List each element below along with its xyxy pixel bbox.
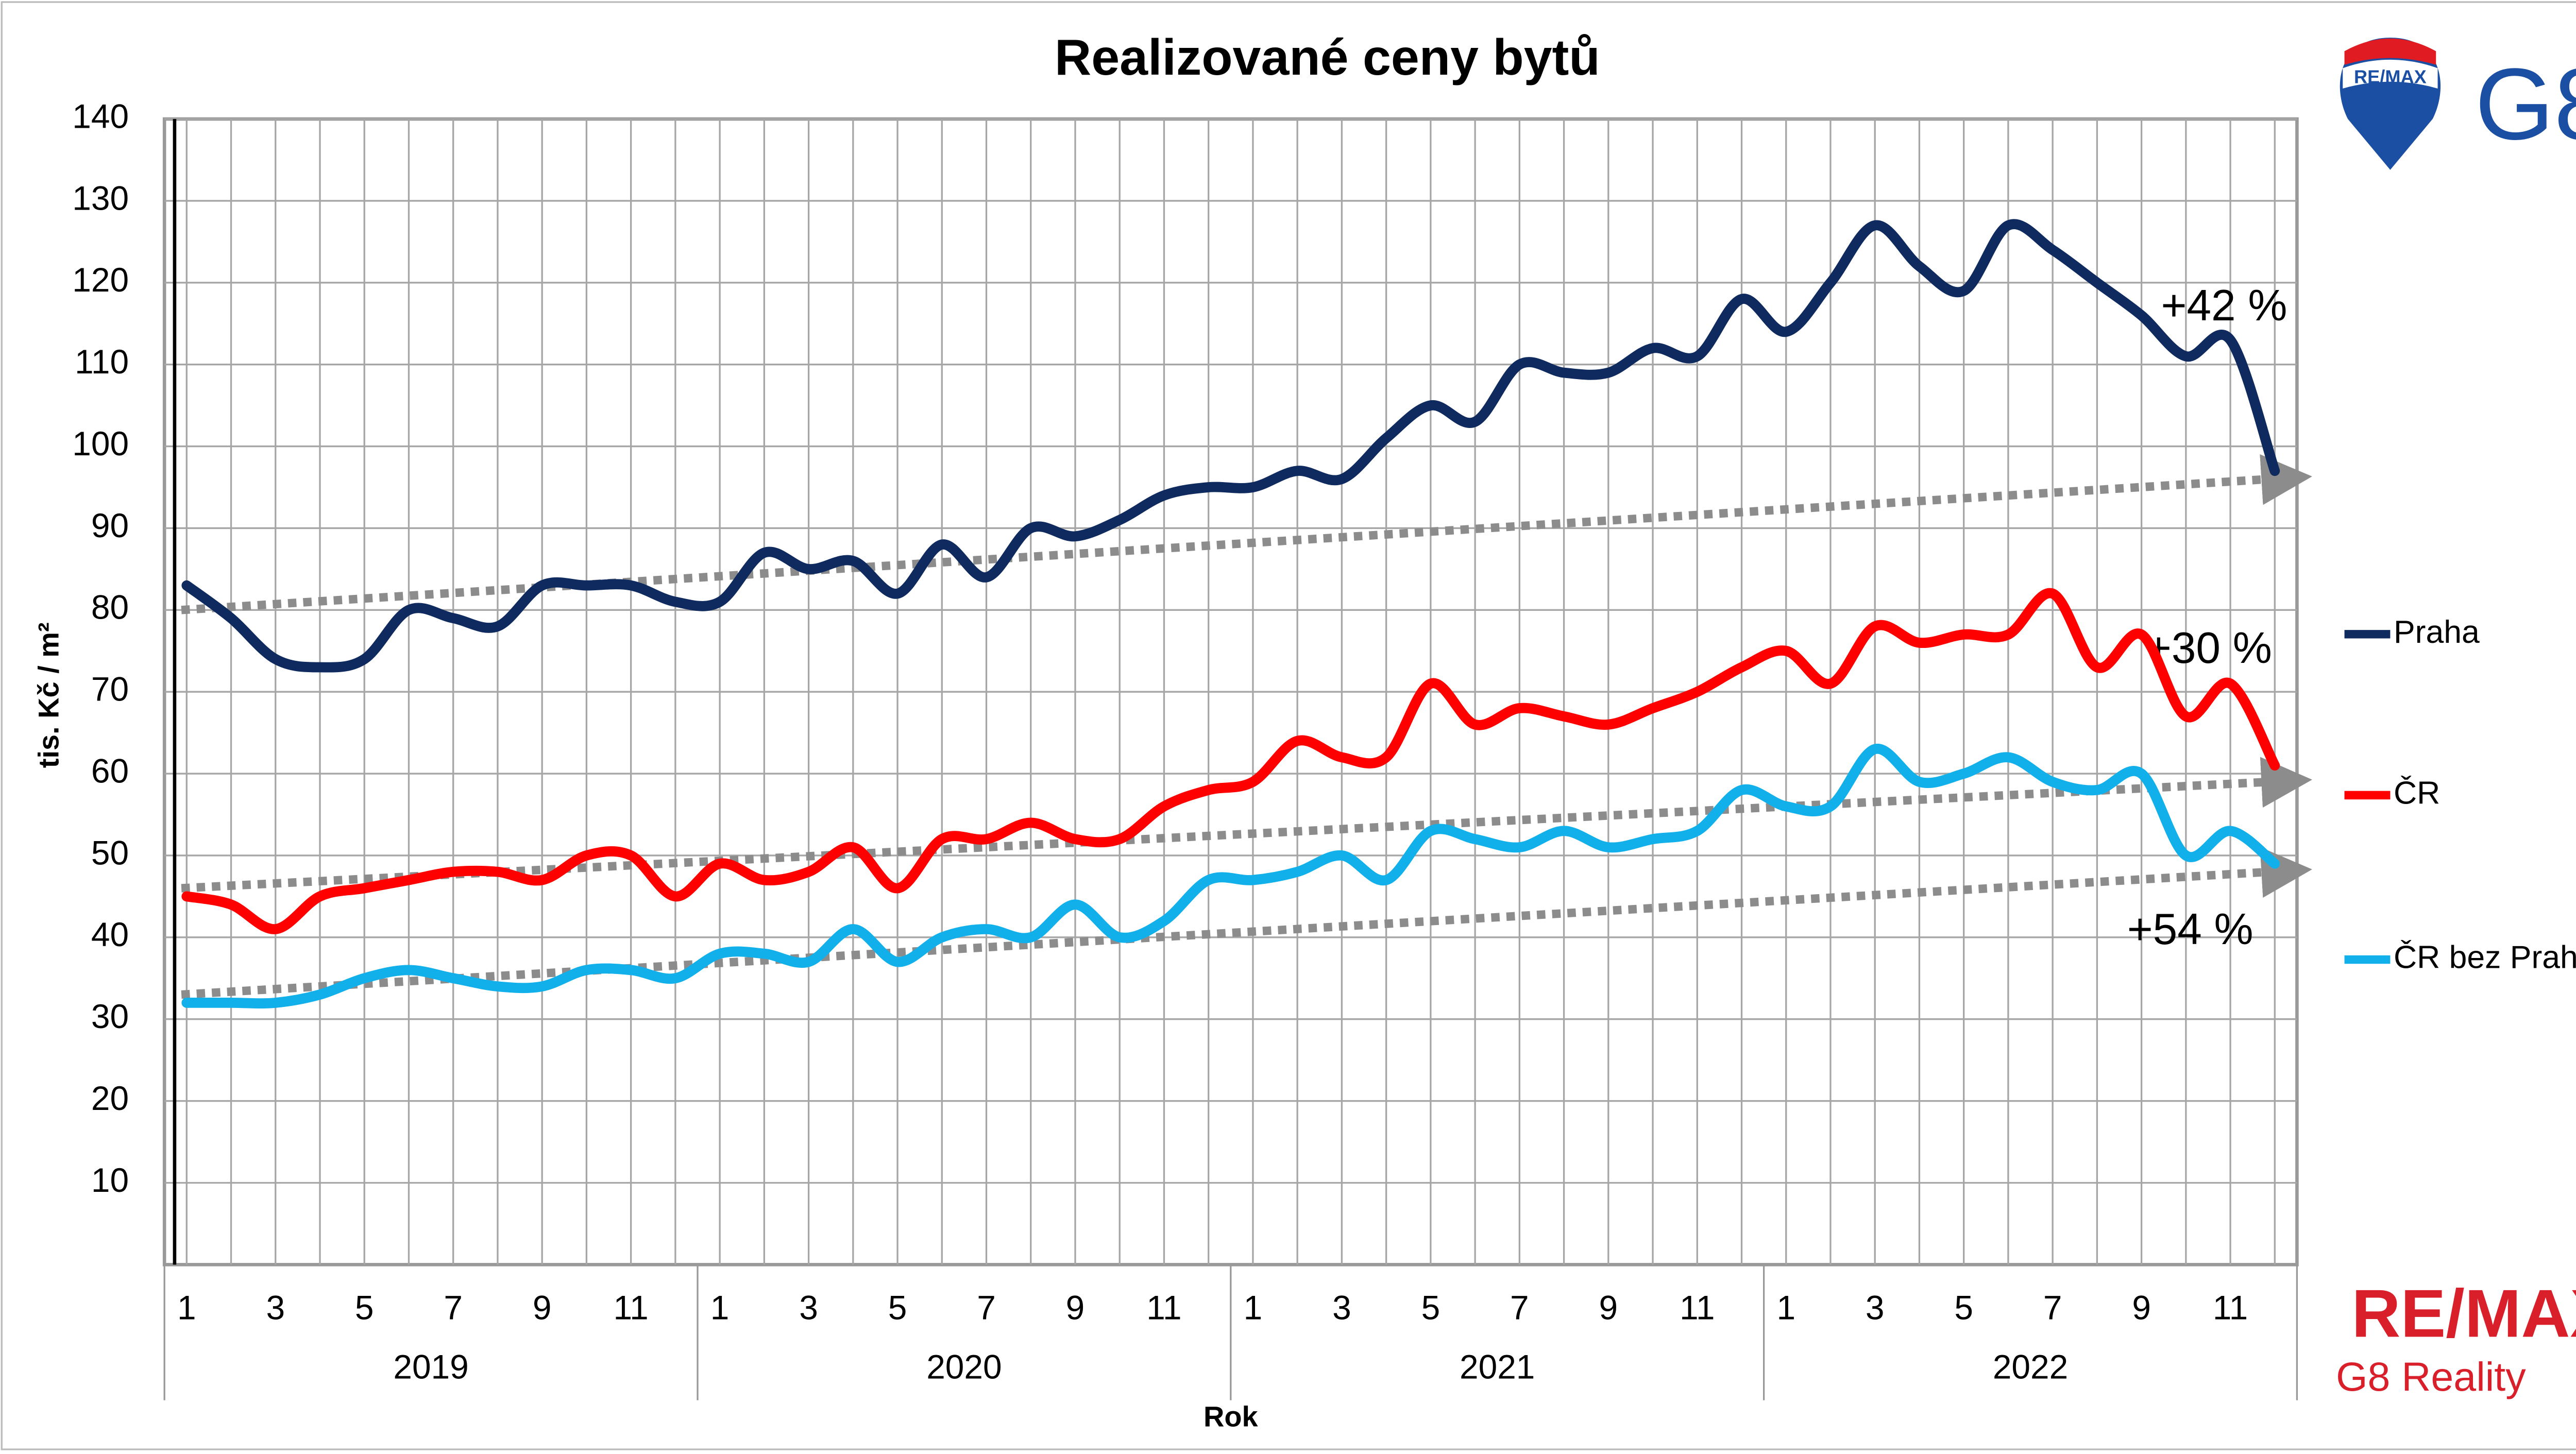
x-tick-label: 3 bbox=[799, 1289, 818, 1327]
legend-label: Praha bbox=[2394, 614, 2480, 650]
x-tick-label: 5 bbox=[888, 1289, 907, 1327]
x-tick-label: 7 bbox=[444, 1289, 463, 1327]
x-tick-label: 11 bbox=[613, 1289, 648, 1327]
x-tick-label: 3 bbox=[266, 1289, 285, 1327]
y-tick-label: 50 bbox=[91, 833, 129, 871]
logo-top: RE/MAX G8 bbox=[2340, 38, 2576, 170]
x-tick-label: 11 bbox=[2213, 1289, 2248, 1327]
x-tick-label: 1 bbox=[710, 1289, 730, 1327]
x-tick-label: 9 bbox=[1599, 1289, 1618, 1327]
y-tick-label: 80 bbox=[91, 588, 129, 626]
x-tick-label: 1 bbox=[177, 1289, 196, 1327]
series-line bbox=[181, 743, 2280, 1008]
y-tick-label: 10 bbox=[91, 1161, 129, 1199]
x-tick-label: 11 bbox=[1680, 1289, 1715, 1327]
x-tick-label: 1 bbox=[1776, 1289, 1795, 1327]
brand-subtitle: G8 Reality bbox=[2336, 1354, 2526, 1399]
balloon-text: RE/MAX bbox=[2354, 66, 2427, 88]
trend-line bbox=[181, 757, 2312, 893]
y-axis-label: tis. Kč / m² bbox=[32, 622, 64, 768]
x-tick-label: 3 bbox=[1866, 1289, 1885, 1327]
balloon-top bbox=[2344, 38, 2436, 65]
series-line bbox=[181, 588, 2280, 934]
x-tick-label: 5 bbox=[1421, 1289, 1440, 1327]
x-tick-label: 3 bbox=[1332, 1289, 1351, 1327]
trend-line bbox=[181, 847, 2312, 999]
x-axis-label: Rok bbox=[1204, 1400, 1259, 1433]
y-tick-label: 70 bbox=[91, 670, 129, 708]
y-tick-label: 30 bbox=[91, 997, 129, 1035]
x-tick-label: 7 bbox=[2043, 1289, 2062, 1327]
x-tick-label: 1 bbox=[1244, 1289, 1263, 1327]
y-tick-label: 100 bbox=[72, 424, 129, 463]
legend-label: ČR bez Prahy bbox=[2394, 939, 2576, 976]
trend-line bbox=[181, 454, 2312, 614]
chart-title: Realizované ceny bytů bbox=[1055, 29, 1600, 85]
year-label: 2019 bbox=[393, 1348, 468, 1386]
year-label: 2021 bbox=[1460, 1348, 1535, 1386]
balloon-band bbox=[2343, 59, 2438, 89]
y-tick-label: 90 bbox=[91, 506, 129, 544]
x-tick-label: 5 bbox=[355, 1289, 374, 1327]
y-tick-label: 60 bbox=[91, 751, 129, 790]
y-tick-label: 20 bbox=[91, 1079, 129, 1117]
legend-label: ČR bbox=[2394, 775, 2440, 811]
year-label: 2020 bbox=[926, 1348, 1002, 1386]
trend-annotation: +30 % bbox=[2146, 624, 2272, 673]
x-tick-label: 7 bbox=[977, 1289, 996, 1327]
x-tick-label: 9 bbox=[533, 1289, 552, 1327]
trend-annotation: +54 % bbox=[2127, 905, 2253, 954]
series-line bbox=[181, 219, 2280, 673]
y-tick-label: 40 bbox=[91, 915, 129, 953]
x-tick-label: 11 bbox=[1146, 1289, 1181, 1327]
trend-annotation: +42 % bbox=[2161, 281, 2287, 330]
y-tick-label: 140 bbox=[72, 97, 129, 135]
year-label: 2022 bbox=[1993, 1348, 2068, 1386]
y-tick-label: 130 bbox=[72, 179, 129, 217]
x-tick-label: 9 bbox=[2132, 1289, 2151, 1327]
y-tick-label: 120 bbox=[72, 261, 129, 299]
logo-mark: G8 bbox=[2475, 47, 2576, 161]
x-tick-label: 9 bbox=[1066, 1289, 1085, 1327]
y-tick-label: 110 bbox=[75, 343, 129, 381]
brand-name: RE/MAX bbox=[2351, 1275, 2576, 1351]
x-tick-label: 5 bbox=[1954, 1289, 1973, 1327]
grid bbox=[164, 118, 2297, 1265]
x-tick-label: 7 bbox=[1510, 1289, 1529, 1327]
